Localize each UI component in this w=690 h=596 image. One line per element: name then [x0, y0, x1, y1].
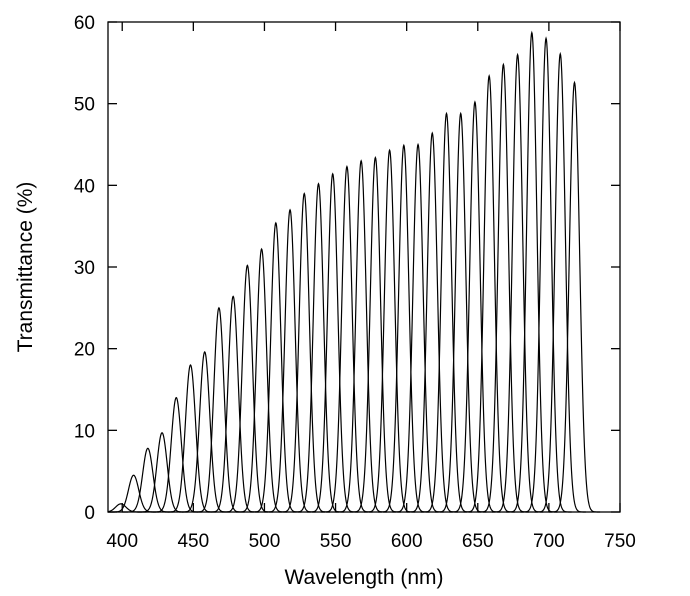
- x-tick-label: 650: [462, 531, 494, 552]
- y-tick-label: 50: [74, 95, 95, 116]
- series-line-11: [250, 221, 302, 513]
- series-line-8: [207, 295, 259, 513]
- y-tick-label: 20: [74, 340, 95, 361]
- series-line-12: [264, 208, 316, 513]
- series-line-17: [335, 159, 387, 513]
- series-line-32: [548, 80, 601, 513]
- series-line-15: [307, 172, 359, 513]
- x-tick-label: 750: [604, 531, 636, 552]
- series-line-28: [492, 52, 544, 513]
- series-line-30: [520, 36, 572, 513]
- x-tick-label: 400: [106, 531, 138, 552]
- x-tick-label: 700: [533, 531, 565, 552]
- x-tick-label: 500: [249, 531, 281, 552]
- series-line-26: [463, 74, 515, 513]
- series-line-7: [193, 306, 245, 513]
- x-tick-label: 600: [391, 531, 423, 552]
- x-axis-label: Wavelength (nm): [284, 566, 443, 589]
- series-line-23: [420, 111, 473, 513]
- series-line-3: [136, 432, 188, 513]
- series-line-10: [236, 247, 288, 513]
- y-axis-label: Transmittance (%): [14, 182, 37, 353]
- x-tick-label: 550: [320, 531, 352, 552]
- series-line-6: [179, 351, 231, 513]
- series-line-21: [392, 142, 444, 513]
- series-line-29: [506, 30, 558, 513]
- y-tick-label: 40: [74, 176, 95, 197]
- series-line-27: [477, 62, 529, 513]
- series-layer: [107, 30, 601, 513]
- y-tick-label: 0: [84, 503, 95, 524]
- series-line-20: [378, 143, 430, 513]
- series-line-25: [449, 100, 501, 513]
- series-line-0: [107, 503, 147, 513]
- tick-layer: 400 450 500 550 600 650 700 750 0 10 20 30 40 50 60: [74, 13, 636, 552]
- y-tick-label: 10: [74, 421, 95, 442]
- y-tick-label: 60: [74, 13, 95, 34]
- series-line-22: [406, 131, 458, 513]
- x-tick-label: 450: [177, 531, 209, 552]
- series-line-31: [534, 51, 586, 513]
- series-line-13: [278, 192, 330, 513]
- series-line-2: [122, 447, 174, 513]
- y-tick-label: 30: [74, 258, 95, 279]
- series-line-16: [321, 165, 373, 513]
- series-line-18: [349, 156, 401, 513]
